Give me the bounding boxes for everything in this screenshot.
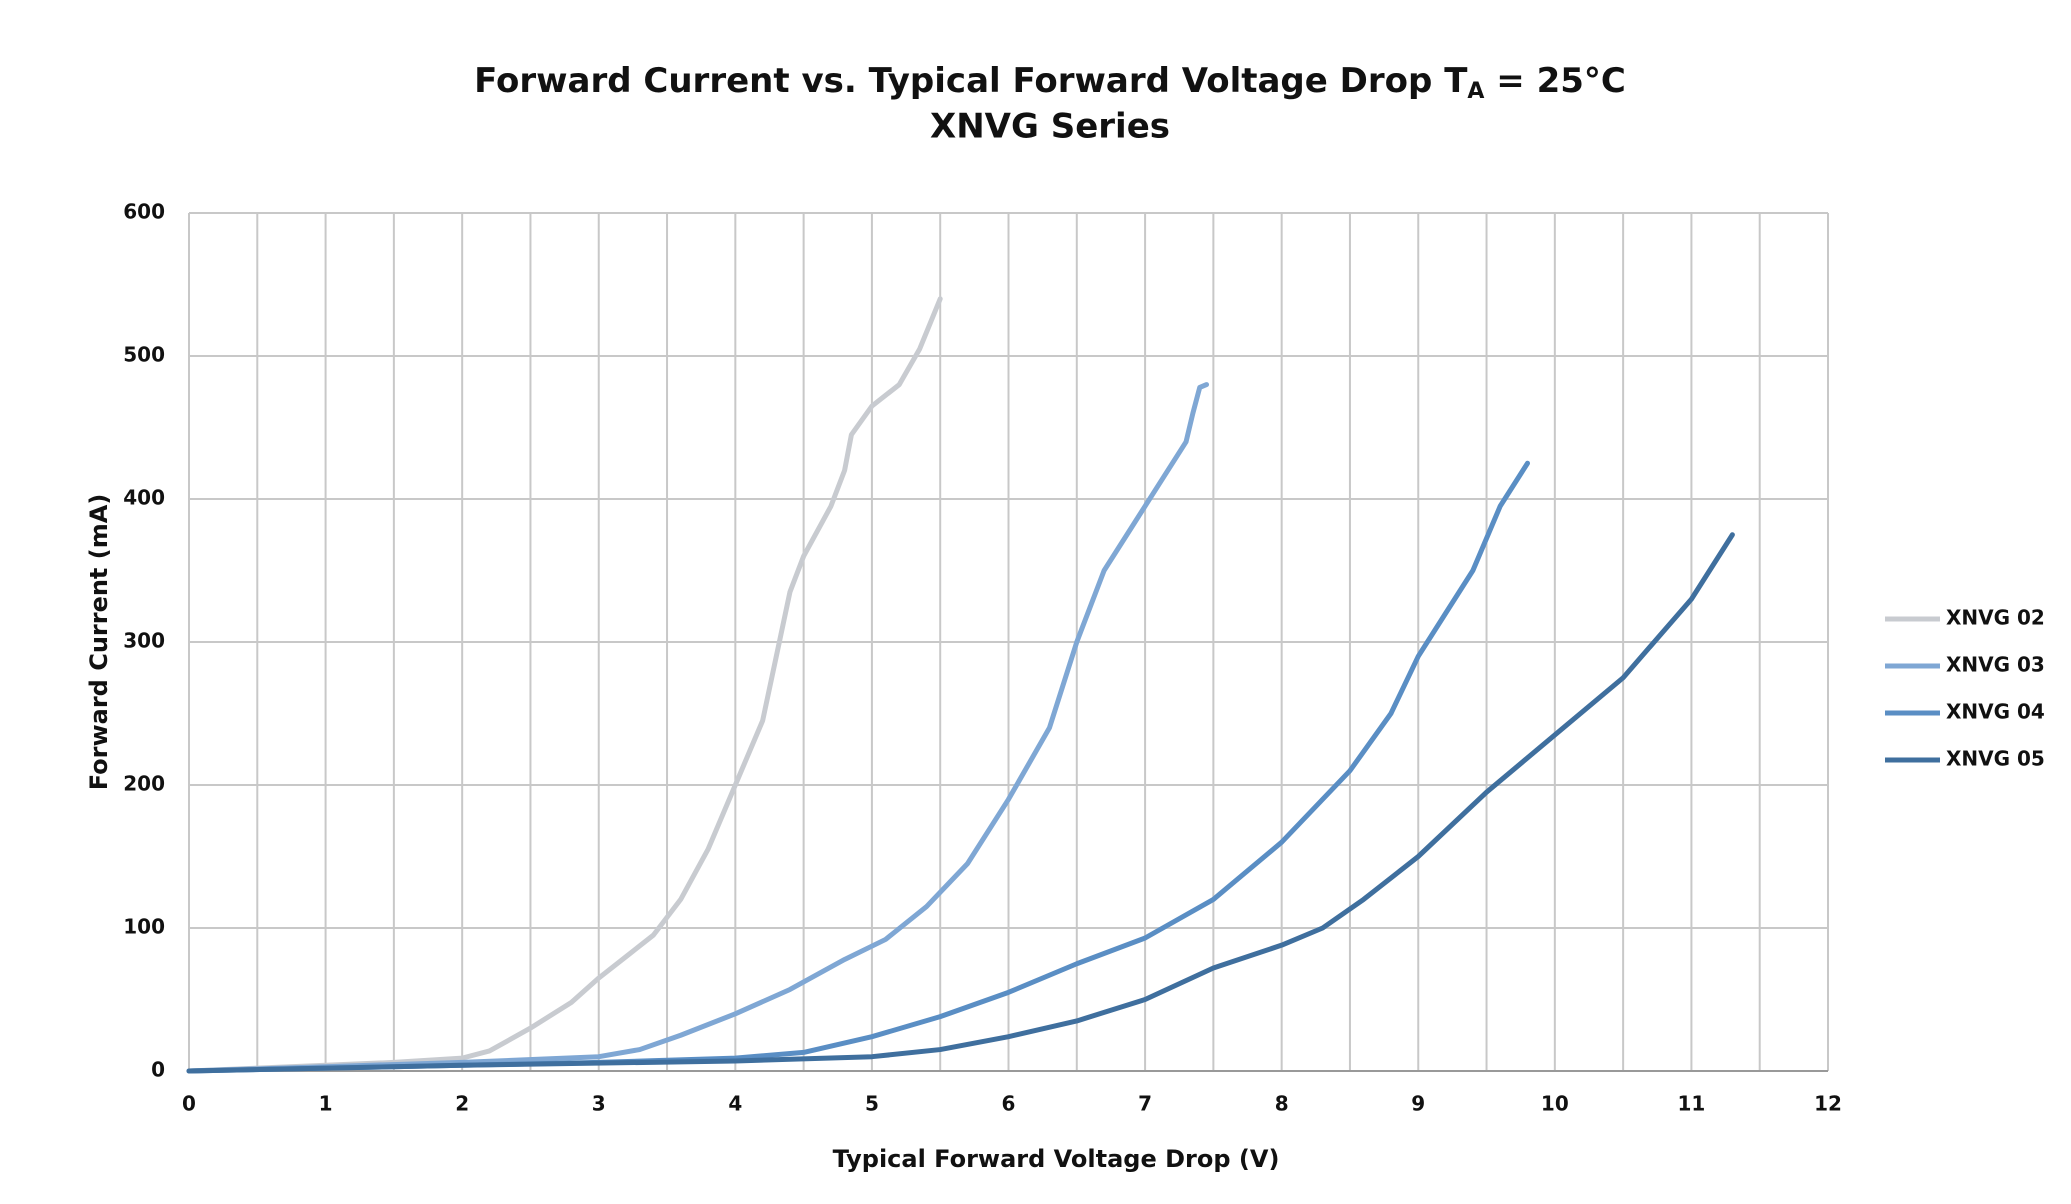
legend-label: XNVG 04 [1946, 700, 2045, 724]
y-tick-label: 300 [123, 629, 165, 653]
title-subscript: A [1467, 79, 1484, 104]
series-line [186, 460, 1531, 1074]
legend-label: XNVG 02 [1946, 606, 2045, 630]
x-tick-label: 11 [1677, 1092, 1705, 1116]
y-tick-label: 0 [151, 1058, 165, 1082]
x-tick-label: 10 [1541, 1092, 1569, 1116]
legend-label: XNVG 03 [1946, 653, 2045, 677]
x-tick-label: 5 [865, 1092, 879, 1116]
x-tick-label: 7 [1138, 1092, 1152, 1116]
y-axis-label: Forward Current (mA) [85, 494, 113, 791]
x-tick-label: 8 [1275, 1092, 1289, 1116]
x-tick-label: 2 [455, 1092, 469, 1116]
x-tick-label: 12 [1814, 1092, 1842, 1116]
x-tick-label: 1 [319, 1092, 333, 1116]
x-tick-label: 3 [592, 1092, 606, 1116]
x-axis-label: Typical Forward Voltage Drop (V) [833, 1145, 1280, 1173]
x-tick-label: 4 [728, 1092, 742, 1116]
series-line [186, 382, 1210, 1074]
chart-subtitle: XNVG Series [930, 107, 1170, 147]
y-tick-label: 600 [123, 200, 165, 224]
series-line [186, 532, 1735, 1074]
x-tick-label: 9 [1411, 1092, 1425, 1116]
title-part: Forward Current vs. Typical Forward Volt… [474, 61, 1468, 101]
y-tick-label: 400 [123, 486, 165, 510]
x-tick-label: 6 [1002, 1092, 1016, 1116]
chart-title: Forward Current vs. Typical Forward Volt… [474, 61, 1626, 105]
y-tick-label: 500 [123, 343, 165, 367]
series-line [186, 296, 943, 1074]
title-part: = 25°C [1484, 61, 1625, 101]
x-tick-label: 0 [182, 1092, 196, 1116]
y-tick-label: 200 [123, 772, 165, 796]
legend-label: XNVG 05 [1946, 747, 2045, 771]
y-tick-label: 100 [123, 915, 165, 939]
